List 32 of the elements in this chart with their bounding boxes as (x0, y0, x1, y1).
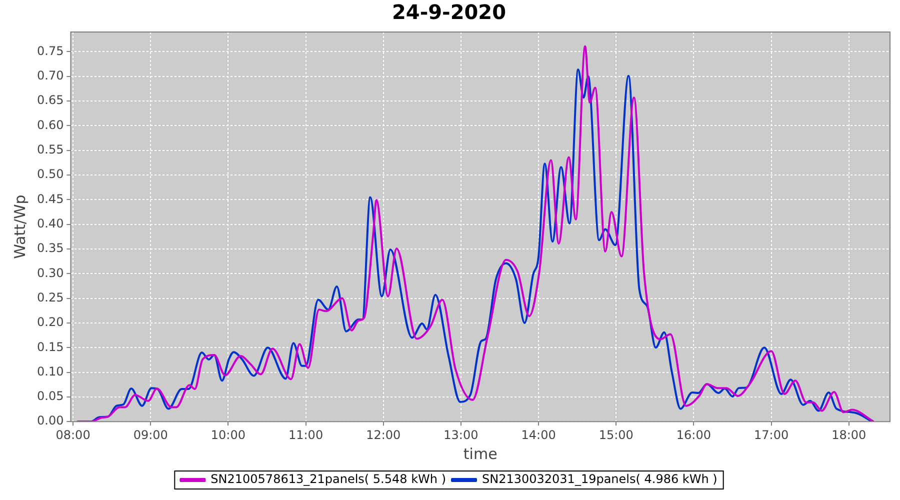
y-tick-label: 0.10 (37, 364, 64, 378)
y-tick-label: 0.50 (37, 167, 64, 182)
x-tick-label: 14:00 (521, 428, 556, 442)
y-tick-label: 0.20 (37, 315, 64, 330)
y-tick-label: 0.40 (37, 216, 64, 230)
x-tick-label: 17:00 (754, 428, 789, 442)
chart-title: 24-9-2020 (392, 0, 506, 24)
x-tick-label: 12:00 (366, 428, 401, 442)
y-tick-label: 0.30 (37, 266, 64, 280)
x-tick-label: 18:00 (832, 428, 866, 442)
y-tick-label: 0.15 (37, 340, 64, 354)
x-tick-label: 13:00 (444, 428, 478, 442)
x-tick-label: 09:00 (133, 428, 168, 442)
x-tick-label: 16:00 (676, 428, 712, 442)
y-tick-label: 0.60 (37, 118, 64, 132)
y-tick-label: 0.35 (37, 241, 64, 256)
y-axis-title: Watt/Wp (10, 194, 29, 259)
legend-label: SN2100578613_21panels( 5.548 kWh ) (210, 472, 446, 486)
x-tick-label: 11:00 (288, 428, 324, 442)
y-tick-label: 0.70 (37, 68, 64, 83)
y-tick-label: 0.65 (37, 93, 64, 108)
x-axis-title: time (463, 444, 498, 463)
x-tick-label: 15:00 (598, 428, 634, 442)
y-tick-label: 0.00 (37, 414, 64, 428)
y-tick-label: 0.45 (37, 192, 64, 206)
x-tick-label: 10:00 (210, 428, 246, 442)
x-tick-label: 08:00 (56, 428, 90, 442)
y-tick-label: 0.55 (37, 142, 64, 156)
legend-label: SN2130032031_19panels( 4.986 kWh ) (482, 472, 718, 486)
y-tick-label: 0.25 (37, 290, 64, 304)
y-tick-label: 0.75 (37, 44, 64, 58)
y-tick-label: 0.05 (37, 389, 64, 404)
